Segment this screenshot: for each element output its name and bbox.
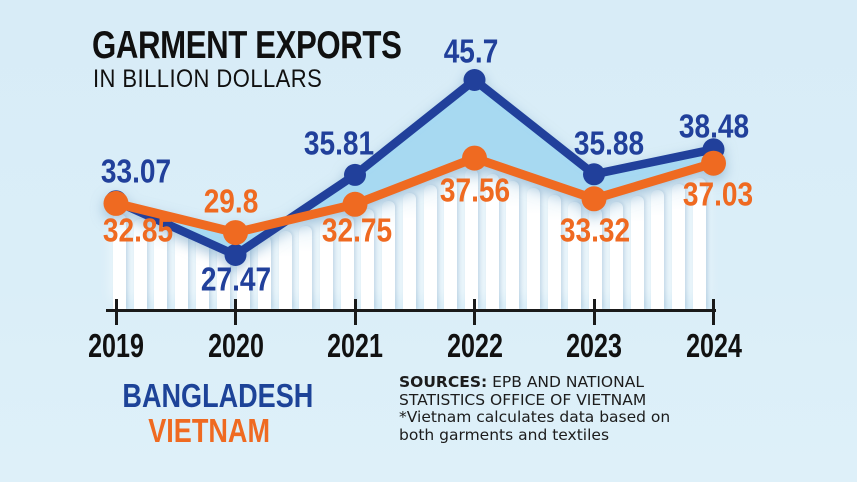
- title-block: GARMENT EXPORTS IN BILLION DOLLARS: [92, 26, 479, 92]
- data-label-vietnam-2022: 37.56: [439, 171, 510, 209]
- bg-bar: [257, 235, 271, 309]
- bg-bar: [320, 221, 333, 309]
- year-label-2022: 2022: [446, 327, 503, 364]
- legend-bangladesh: BANGLADESH: [122, 377, 314, 414]
- data-label-vietnam-2019: 32.85: [102, 211, 174, 249]
- bg-bar: [133, 219, 147, 309]
- vietnam-point: [223, 220, 248, 246]
- data-label-vietnam-2024: 37.03: [682, 175, 753, 213]
- bg-bar: [506, 181, 520, 309]
- bg-bar: [630, 196, 644, 309]
- bangladesh-line: [111, 75, 718, 260]
- vietnam-line: [111, 153, 718, 238]
- bangladesh-point: [224, 244, 247, 266]
- bg-bar: [609, 202, 623, 309]
- data-label-vietnam-2023: 33.32: [559, 211, 631, 249]
- vietnam-point: [462, 145, 487, 171]
- sources-label: SOURCES:: [399, 373, 488, 391]
- bangladesh-point: [463, 69, 486, 91]
- chart-title: GARMENT EXPORTS: [92, 24, 402, 67]
- x-axis-line: [106, 309, 716, 312]
- axis-tick-2024: [712, 299, 715, 325]
- vietnam-point: [103, 190, 129, 216]
- fill-between-area: [116, 80, 714, 255]
- bg-bar: [651, 189, 665, 309]
- data-label-bangladesh-2024: 38.48: [678, 107, 749, 145]
- bangladesh-point: [344, 163, 366, 186]
- data-label-bangladesh-2019: 33.07: [100, 152, 172, 190]
- bg-bar: [361, 209, 375, 309]
- bg-bar: [195, 234, 209, 309]
- legend-vietnam: VIETNAM: [148, 412, 270, 450]
- sources-line-4: both garments and textiles: [399, 425, 610, 444]
- data-label-vietnam-2021: 32.75: [321, 211, 393, 249]
- bg-bar: [154, 224, 168, 309]
- bg-bar: [464, 169, 478, 309]
- bg-bar: [444, 177, 458, 309]
- bg-bar: [340, 216, 354, 309]
- vietnam-point: [701, 150, 726, 176]
- data-label-bangladesh-2020: 27.47: [200, 260, 271, 298]
- bg-bar: [175, 229, 189, 309]
- year-label-2024: 2024: [685, 327, 742, 364]
- bg-bar: [299, 226, 313, 309]
- axis-tick-2021: [353, 299, 357, 325]
- data-label-vietnam-2020: 29.8: [203, 182, 258, 220]
- vietnam-point: [342, 191, 368, 217]
- sources-line-3: *Vietnam calculates data based on: [399, 408, 671, 426]
- bg-bar: [382, 201, 396, 309]
- sources-note: SOURCES: EPB AND NATIONAL STATISTICS OFF…: [399, 373, 729, 444]
- data-label-bangladesh-2023: 35.88: [573, 124, 645, 162]
- year-label-2020: 2020: [207, 327, 264, 364]
- sources-line-2: STATISTICS OFFICE OF VIETNAM: [399, 390, 647, 409]
- year-label-2019: 2019: [88, 327, 144, 364]
- year-label-2021: 2021: [327, 327, 383, 364]
- bg-bar: [485, 174, 499, 309]
- bg-bar: [113, 214, 126, 309]
- bg-bar: [671, 183, 685, 309]
- data-label-bangladesh-2021: 35.81: [303, 124, 375, 162]
- bg-bar: [402, 193, 416, 309]
- bg-bar: [527, 188, 540, 309]
- chart-subtitle: IN BILLION DOLLARS: [93, 65, 323, 93]
- legend: BANGLADESH VIETNAM: [122, 377, 314, 450]
- year-label-2023: 2023: [566, 327, 622, 364]
- bg-bar: [568, 202, 582, 309]
- bg-bar: [547, 195, 561, 309]
- bangladesh-point: [583, 163, 605, 186]
- bg-bar: [692, 177, 706, 309]
- vietnam-point: [581, 186, 607, 212]
- axis-tick-2020: [234, 299, 237, 325]
- bg-bar: [589, 208, 603, 309]
- data-label-bangladesh-2022: 45.7: [443, 32, 498, 70]
- axis-tick-2019: [114, 299, 118, 325]
- sources-line-1: SOURCES: EPB AND NATIONAL: [399, 373, 644, 391]
- bg-bar: [278, 230, 292, 309]
- bg-bar: [423, 185, 437, 309]
- axis-tick-2022: [473, 299, 476, 325]
- axis-tick-2023: [592, 299, 596, 325]
